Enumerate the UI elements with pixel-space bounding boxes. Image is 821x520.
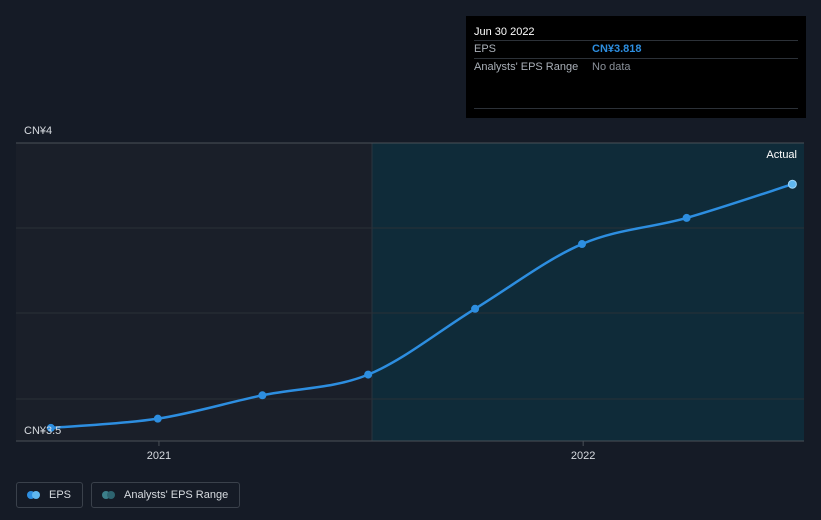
eps-point-2021-03-31[interactable] (258, 391, 267, 400)
x-tick-label-2022: 2022 (571, 450, 595, 462)
tooltip-date: Jun 30 2022 (474, 26, 535, 38)
chart-legend: EPS Analysts' EPS Range (16, 482, 241, 508)
eps-tooltip: Jun 30 2022 EPS CN¥3.818 Analysts' EPS R… (466, 16, 806, 118)
eps-point-2021-12-31[interactable] (578, 240, 587, 249)
y-top-label: CN¥4 (24, 125, 52, 137)
legend-item-eps[interactable]: EPS (16, 482, 84, 508)
eps-point-2020-09-30[interactable] (46, 423, 55, 432)
actual-label: Actual (766, 149, 797, 161)
eps-series-line (50, 183, 793, 430)
eps-points (46, 179, 797, 432)
legend-eps-label: EPS (49, 489, 72, 501)
grid-lines (16, 142, 804, 400)
eps-point-2020-12-31[interactable] (153, 414, 162, 423)
eps-point-2022-03-31[interactable] (682, 213, 691, 222)
tooltip-range-label: Analysts' EPS Range (474, 61, 579, 73)
legend-item-analysts-range[interactable]: Analysts' EPS Range (91, 482, 241, 508)
eps-chart: 2021 2022 CN¥4 CN¥3.5 Actual (16, 125, 804, 462)
legend-range-label: Analysts' EPS Range (124, 489, 229, 501)
legend-eps-icon (27, 491, 41, 499)
future-region (372, 143, 804, 441)
eps-point-2021-06-30[interactable] (364, 370, 373, 379)
past-region (16, 143, 372, 441)
tooltip-eps-row: EPS CN¥3.818 (474, 40, 798, 58)
eps-point-2022-06-30[interactable] (787, 179, 797, 189)
tooltip-divider (474, 108, 798, 109)
legend-range-icon (102, 491, 116, 499)
tooltip-eps-label: EPS (474, 43, 497, 55)
tooltip-range-row: Analysts' EPS Range No data (474, 58, 798, 76)
tooltip-eps-value: CN¥3.818 (592, 43, 642, 55)
tooltip-range-value: No data (592, 61, 631, 73)
eps-point-2021-09-30[interactable] (471, 304, 480, 313)
x-tick-label-2021: 2021 (147, 450, 171, 462)
y-bottom-label: CN¥3.5 (24, 425, 61, 437)
x-axis-ticks: 2021 2022 (147, 441, 595, 462)
